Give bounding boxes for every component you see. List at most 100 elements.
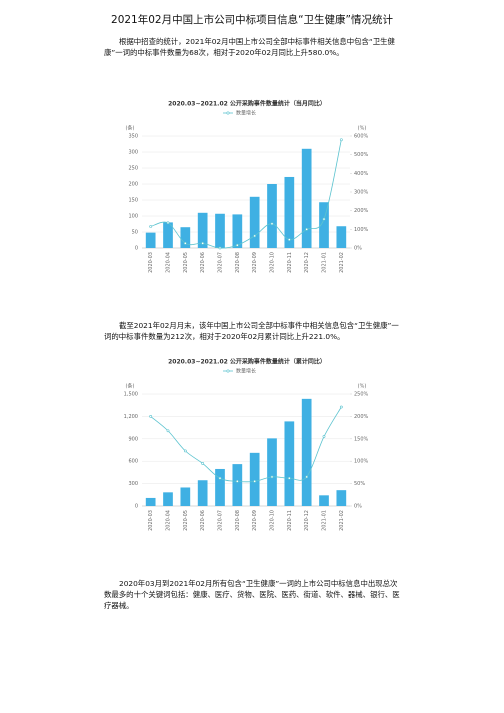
bar: [284, 421, 295, 506]
y2-tick-label: 0%: [354, 246, 362, 252]
line-point: [201, 462, 205, 465]
line-point: [166, 221, 170, 225]
x-tick-label: 2020-12: [304, 252, 310, 273]
bar: [301, 148, 312, 248]
bar: [284, 176, 295, 248]
y-tick-label: 250: [128, 166, 138, 172]
line-point: [183, 241, 187, 245]
y-tick-label: 300: [128, 150, 138, 156]
paragraph: 截至2021年02月月末，该年中国上市公司全部中标事件中相关信息包含“卫生健康”…: [104, 321, 399, 341]
bar: [145, 232, 156, 248]
y2-tick-label: 200%: [354, 208, 369, 214]
y-tick-label: 0: [135, 504, 138, 510]
y2-axis-label: (%): [358, 384, 367, 390]
y2-tick-label: 100%: [354, 459, 369, 465]
line-point: [287, 476, 291, 480]
y-tick-label: 900: [128, 436, 138, 442]
line-point: [235, 243, 239, 247]
line-point: [270, 475, 274, 479]
line-point: [305, 475, 309, 479]
line-point: [218, 246, 222, 250]
y2-tick-label: 150%: [354, 436, 369, 442]
y-tick-label: 50: [132, 230, 138, 236]
line-point: [253, 479, 257, 483]
y-tick-label: 1,200: [124, 414, 138, 420]
x-tick-label: 2021-01: [322, 510, 328, 531]
x-tick-label: 2020-04: [166, 252, 172, 273]
line-point: [322, 217, 326, 221]
bar: [197, 480, 208, 506]
bar: [267, 438, 277, 506]
x-tick-label: 2020-05: [183, 252, 189, 273]
y-axis-label: (条): [126, 125, 135, 132]
y-tick-label: 100: [128, 214, 138, 220]
y-tick-label: 300: [128, 481, 138, 487]
x-tick-label: 2020-06: [200, 510, 206, 531]
x-tick-label: 2020-11: [287, 252, 293, 273]
x-tick-label: 2020-07: [218, 510, 224, 531]
bar: [336, 490, 347, 506]
paragraph: 2020年03月到2021年02月所有包含“卫生健康”一词的上市公司中标信息中出…: [104, 579, 400, 610]
x-tick-label: 2020-07: [218, 252, 224, 273]
line-point: [235, 479, 239, 483]
y2-tick-label: 300%: [354, 190, 369, 196]
x-tick-label: 2020-10: [270, 252, 276, 273]
y2-axis-label: (%): [358, 126, 367, 132]
x-tick-label: 2020-09: [252, 252, 258, 273]
y2-tick-label: 0%: [354, 504, 362, 510]
x-tick-label: 2020-12: [304, 510, 310, 531]
chart-title: 2020.03~2021.02 公开采购事件数量统计（当月同比）: [168, 100, 326, 108]
line-point: [270, 222, 274, 226]
x-tick-label: 2021-01: [322, 252, 328, 273]
line-point: [339, 138, 343, 142]
bar: [319, 202, 329, 248]
bar: [163, 222, 173, 248]
line: [150, 406, 342, 483]
x-tick-label: 2020-11: [287, 510, 293, 531]
bar: [215, 213, 225, 248]
x-tick-label: 2020-08: [235, 252, 241, 273]
y2-tick-label: 600%: [354, 134, 369, 140]
line-point: [149, 225, 153, 228]
y2-tick-label: 100%: [354, 227, 369, 233]
bar: [215, 468, 225, 506]
y2-tick-label: 50%: [354, 481, 365, 487]
line-point: [339, 405, 343, 409]
y-tick-label: 150: [128, 198, 138, 204]
chart: 2020.03~2021.02 公开采购事件数量统计（累计同比） (条) (%) 0 3…: [124, 358, 369, 531]
line-point: [166, 429, 170, 433]
legend-label: 数量增长: [236, 368, 256, 375]
x-tick-label: 2020-03: [148, 510, 154, 531]
x-tick-label: 2020-09: [252, 510, 258, 531]
y-tick-label: 0: [135, 246, 138, 252]
bar: [336, 226, 347, 248]
bar: [180, 227, 191, 248]
bar: [180, 487, 191, 506]
y2-tick-label: 200%: [354, 414, 369, 420]
bar: [232, 464, 243, 506]
x-tick-label: 2020-10: [270, 510, 276, 531]
bar: [249, 452, 260, 506]
line-point: [253, 234, 257, 238]
y-tick-label: 350: [128, 134, 138, 140]
bar: [197, 212, 208, 248]
y-axis-label: (条): [126, 383, 135, 390]
y2-tick-label: 500%: [354, 152, 369, 158]
bar: [232, 214, 243, 248]
legend-symbol: [226, 111, 230, 115]
x-tick-label: 2020-05: [183, 510, 189, 531]
legend-label: 数量增长: [236, 110, 256, 117]
y2-tick-label: 250%: [354, 392, 369, 398]
bar: [249, 196, 260, 248]
x-tick-label: 2020-04: [166, 510, 172, 531]
paragraph: 根据中招查的统计，2021年02月中国上市公司全部中标事件相关信息中包含“卫生健…: [104, 37, 395, 57]
y-tick-label: 200: [128, 182, 138, 188]
chart-title: 2020.03~2021.02 公开采购事件数量统计（累计同比）: [168, 358, 326, 366]
bar: [145, 497, 156, 506]
bar: [163, 492, 173, 506]
x-tick-label: 2021-02: [339, 510, 345, 531]
line-point: [322, 435, 326, 438]
bar: [301, 398, 312, 506]
line-point: [218, 476, 222, 480]
